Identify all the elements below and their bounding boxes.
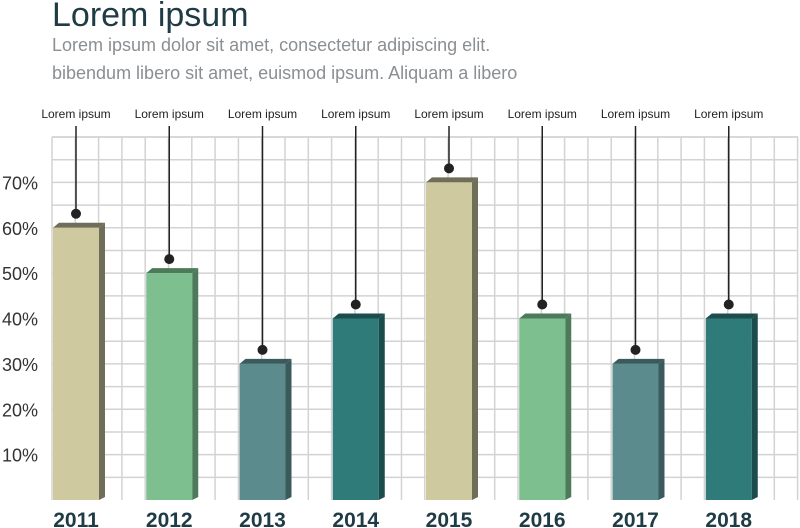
y-tick-label: 10%: [2, 446, 38, 466]
bar-side: [472, 177, 478, 500]
x-category-label: 2018: [705, 509, 752, 528]
annotation-label: Lorem ipsum: [135, 107, 204, 121]
bar: [53, 227, 99, 500]
x-category-label: 2014: [332, 509, 379, 528]
annotation-dot: [350, 299, 361, 310]
bar-side: [378, 313, 385, 500]
y-tick-label: 20%: [2, 400, 38, 420]
annotation-dot: [723, 299, 734, 310]
y-tick-label: 70%: [2, 173, 38, 193]
chart-subtitle-line-1: Lorem ipsum dolor sit amet, consectetur …: [52, 35, 491, 55]
annotation-label: Lorem ipsum: [508, 107, 577, 121]
annotation-label: Lorem ipsum: [694, 107, 763, 121]
y-tick-label: 50%: [2, 264, 38, 284]
annotation-dot: [164, 254, 175, 265]
x-category-label: 2017: [612, 509, 659, 528]
bar-side: [751, 313, 758, 500]
bar-side: [658, 358, 665, 500]
annotation-label: Lorem ipsum: [228, 107, 297, 121]
x-category-label: 2012: [146, 509, 193, 528]
bar-top: [146, 268, 199, 274]
bar: [705, 318, 752, 500]
bar-top: [612, 358, 665, 364]
bar-side: [565, 313, 572, 500]
chart-title: Lorem ipsum: [52, 0, 249, 34]
bar-top: [519, 313, 572, 319]
annotation-dot: [257, 344, 268, 355]
annotation-dot: [537, 299, 548, 310]
annotation-dot: [444, 163, 454, 174]
bar: [612, 363, 659, 500]
bar: [239, 363, 286, 500]
annotation-label: Lorem ipsum: [321, 107, 390, 121]
bar-side: [99, 222, 105, 500]
bar: [146, 273, 193, 500]
chart-subtitle-line-2: bibendum libero sit amet, euismod ipsum.…: [52, 63, 518, 83]
annotation-label: Lorem ipsum: [414, 107, 483, 121]
y-tick-label: 30%: [2, 355, 38, 375]
bar-side: [285, 358, 292, 500]
bar-top: [426, 177, 478, 183]
annotation-dot: [71, 208, 81, 219]
x-category-label: 2016: [519, 509, 566, 528]
x-category-label: 2011: [53, 509, 99, 528]
bar: [519, 318, 566, 500]
x-category-label: 2015: [426, 509, 473, 528]
y-tick-label: 60%: [2, 219, 38, 239]
bar-top: [239, 358, 292, 364]
bar: [332, 318, 379, 500]
x-category-label: 2013: [239, 509, 286, 528]
annotation-label: Lorem ipsum: [41, 107, 110, 121]
bar-top: [332, 313, 385, 319]
y-tick-label: 40%: [2, 310, 38, 330]
bar-side: [192, 268, 199, 500]
bar: [426, 182, 472, 500]
annotation-label: Lorem ipsum: [601, 107, 670, 121]
bar-top: [53, 222, 105, 228]
bar-top: [705, 313, 758, 319]
annotation-dot: [630, 344, 641, 355]
